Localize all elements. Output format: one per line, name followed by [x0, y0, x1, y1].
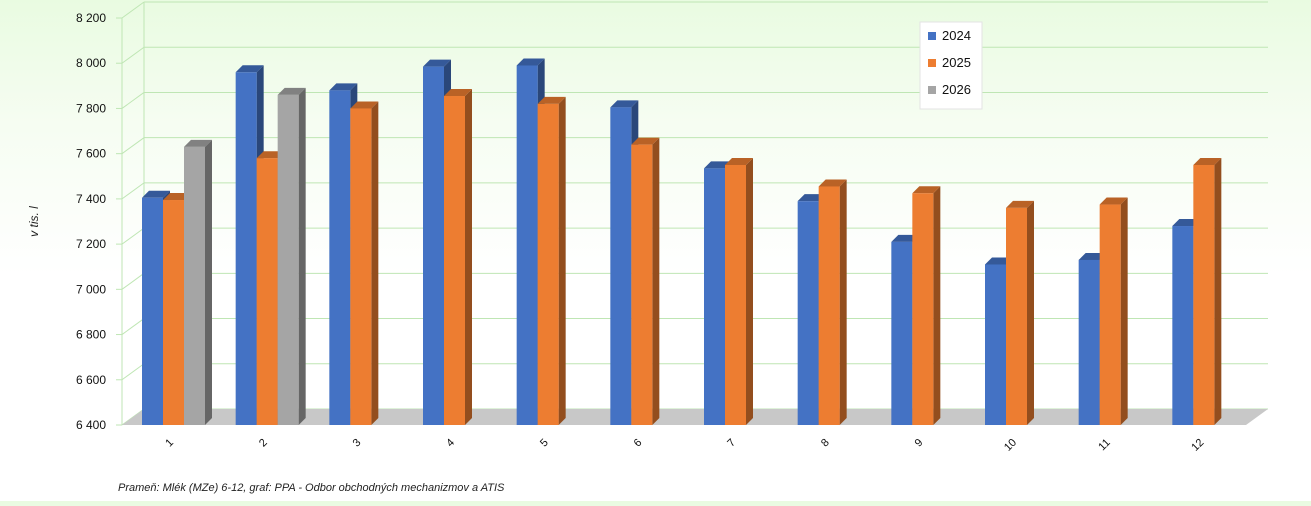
- legend-label-2024: 2024: [942, 28, 971, 43]
- bar-top-2025-5: [537, 96, 566, 104]
- bar-2025-8: [818, 186, 840, 425]
- legend-label-2025: 2025: [942, 55, 971, 70]
- y-tick-label: 7 800: [76, 101, 106, 115]
- bar-top-2025-8: [818, 179, 847, 187]
- gridline-side: [121, 363, 145, 381]
- bar-2024-1: [142, 197, 163, 425]
- x-tick-label: 6: [632, 437, 645, 450]
- bar-2024-12: [1172, 226, 1194, 425]
- gridline-side: [121, 227, 145, 245]
- y-tick-label: 7 400: [76, 192, 106, 206]
- y-tick-label: 7 200: [76, 237, 106, 251]
- source-note: Prameň: Mlék (MZe) 6-12, graf: PPA - Odb…: [118, 482, 505, 494]
- bar-2024-2: [235, 72, 257, 426]
- bar-side-2025-11: [1120, 197, 1128, 425]
- x-tick-label: 9: [913, 437, 926, 450]
- gridline-side: [121, 92, 145, 109]
- gridline-side: [121, 46, 145, 64]
- legend-swatch-2024: [928, 32, 936, 40]
- plot-floor: [122, 409, 1268, 425]
- bar-2025-4: [444, 96, 465, 425]
- bar-side-2025-8: [839, 179, 847, 425]
- x-tick-label: 4: [444, 437, 457, 450]
- bar-2025-7: [725, 164, 746, 425]
- bar-side-2025-9: [933, 186, 941, 425]
- bar-top-2024-1: [142, 190, 170, 198]
- bar-2024-9: [891, 241, 913, 425]
- bar-2025-11: [1099, 204, 1121, 425]
- bar-2024-7: [704, 168, 725, 425]
- bar-top-2024-5: [516, 58, 545, 66]
- x-tick-label: 10: [1002, 437, 1019, 454]
- bar-side-2025-3: [371, 101, 379, 425]
- gridline-side: [121, 182, 145, 200]
- bar-top-2024-3: [329, 83, 358, 91]
- x-tick-label: 8: [819, 437, 832, 450]
- bar-top-2025-11: [1099, 197, 1128, 205]
- legend-swatch-2025: [928, 59, 936, 67]
- bar-side-2026-1: [205, 139, 212, 425]
- bar-2025-2: [256, 158, 278, 425]
- y-tick-label: 7 600: [76, 147, 106, 161]
- y-tick-label: 6 600: [76, 373, 106, 387]
- bar-top-2025-7: [725, 157, 753, 165]
- bar-2025-3: [350, 108, 372, 425]
- bar-top-2024-2: [235, 65, 264, 73]
- bar-2025-6: [631, 144, 653, 425]
- x-tick-label: 3: [351, 437, 364, 450]
- legend-label-2026: 2026: [942, 82, 971, 97]
- bar-2024-4: [423, 66, 444, 425]
- bar-2024-10: [985, 264, 1006, 425]
- bar-top-2025-12: [1193, 157, 1222, 165]
- bar-top-2025-10: [1006, 200, 1034, 208]
- y-axis-label: v tis. l: [27, 206, 41, 237]
- x-tick-label: 11: [1096, 437, 1113, 454]
- bar-top-2025-9: [912, 186, 941, 194]
- bar-2024-3: [329, 90, 351, 425]
- bar-2025-12: [1193, 164, 1215, 425]
- y-tick-label: 8 000: [76, 56, 106, 70]
- bar-side-2025-4: [465, 89, 472, 425]
- gridline-side: [121, 318, 145, 335]
- x-tick-label: 12: [1189, 437, 1206, 454]
- y-tick-label: 7 000: [76, 282, 106, 296]
- bar-top-2025-3: [350, 101, 379, 109]
- y-tick-label: 6 800: [76, 328, 106, 342]
- bar-side-2025-10: [1027, 200, 1034, 425]
- gridline-side: [121, 137, 145, 155]
- x-tick-label: 5: [538, 437, 551, 450]
- y-tick-label: 8 200: [76, 11, 106, 25]
- bar-2026-1: [184, 146, 205, 425]
- x-tick-label: 7: [725, 437, 738, 450]
- bar-2024-5: [516, 65, 538, 425]
- bar-2025-5: [537, 103, 559, 425]
- bar-side-2025-5: [558, 96, 566, 425]
- bar-side-2025-6: [652, 137, 660, 425]
- bar-side-2025-7: [746, 157, 753, 425]
- bar-2025-1: [163, 200, 184, 425]
- bar-2024-11: [1078, 259, 1100, 425]
- x-tick-label: 1: [163, 437, 176, 450]
- gridline-side: [121, 1, 145, 19]
- bar-2025-9: [912, 193, 934, 425]
- gridline-side: [121, 272, 145, 290]
- bar-2024-6: [610, 107, 632, 425]
- bar-2026-2: [277, 94, 299, 425]
- bar-2024-8: [797, 201, 819, 425]
- bar-top-2025-6: [631, 137, 660, 145]
- y-tick-label: 6 400: [76, 418, 106, 432]
- bar-side-2025-12: [1214, 157, 1222, 425]
- legend-swatch-2026: [928, 86, 936, 94]
- bar-top-2024-6: [610, 100, 639, 108]
- bar-top-2024-4: [423, 59, 451, 67]
- x-tick-label: 2: [257, 437, 270, 450]
- bar-side-2026-2: [298, 87, 306, 425]
- bar-top-2025-4: [444, 89, 472, 97]
- bar-top-2026-1: [184, 139, 212, 147]
- bar-top-2026-2: [277, 87, 306, 95]
- bar-2025-10: [1006, 207, 1027, 425]
